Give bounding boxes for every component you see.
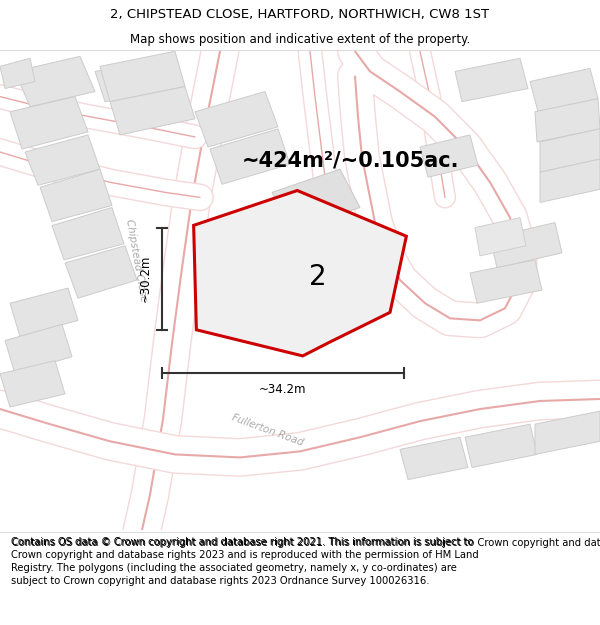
Text: ~34.2m: ~34.2m — [259, 383, 307, 396]
Polygon shape — [194, 191, 406, 356]
Polygon shape — [465, 424, 537, 468]
Polygon shape — [490, 222, 562, 268]
Polygon shape — [100, 51, 185, 102]
Polygon shape — [535, 99, 600, 142]
Polygon shape — [65, 246, 137, 298]
Polygon shape — [95, 61, 165, 102]
Text: ~424m²/~0.105ac.: ~424m²/~0.105ac. — [242, 150, 460, 170]
Polygon shape — [5, 324, 72, 374]
Polygon shape — [272, 169, 360, 229]
Polygon shape — [0, 361, 65, 407]
Polygon shape — [470, 260, 542, 303]
Polygon shape — [195, 92, 278, 147]
Polygon shape — [10, 288, 78, 336]
Text: Contains OS data © Crown copyright and database right 2021. This information is : Contains OS data © Crown copyright and d… — [11, 537, 479, 586]
Polygon shape — [40, 169, 112, 222]
Polygon shape — [530, 68, 598, 112]
Polygon shape — [540, 129, 600, 173]
Polygon shape — [15, 56, 95, 107]
Polygon shape — [110, 86, 195, 135]
Text: Fullerton Road: Fullerton Road — [230, 412, 305, 447]
Polygon shape — [0, 58, 35, 89]
Polygon shape — [235, 211, 357, 286]
Polygon shape — [540, 159, 600, 202]
Text: 2: 2 — [308, 262, 326, 291]
Polygon shape — [455, 58, 528, 102]
Polygon shape — [52, 208, 124, 260]
Polygon shape — [10, 97, 88, 149]
Polygon shape — [535, 411, 600, 454]
Text: Map shows position and indicative extent of the property.: Map shows position and indicative extent… — [130, 34, 470, 46]
Polygon shape — [475, 217, 526, 256]
Text: Chipstead Close: Chipstead Close — [124, 218, 149, 302]
Text: 2, CHIPSTEAD CLOSE, HARTFORD, NORTHWICH, CW8 1ST: 2, CHIPSTEAD CLOSE, HARTFORD, NORTHWICH,… — [110, 8, 490, 21]
Polygon shape — [400, 438, 468, 479]
Polygon shape — [25, 135, 100, 185]
Text: Contains OS data © Crown copyright and database right 2021. This information is : Contains OS data © Crown copyright and d… — [12, 538, 600, 548]
Polygon shape — [420, 135, 478, 178]
Polygon shape — [210, 129, 290, 184]
Text: ~30.2m: ~30.2m — [139, 255, 152, 302]
